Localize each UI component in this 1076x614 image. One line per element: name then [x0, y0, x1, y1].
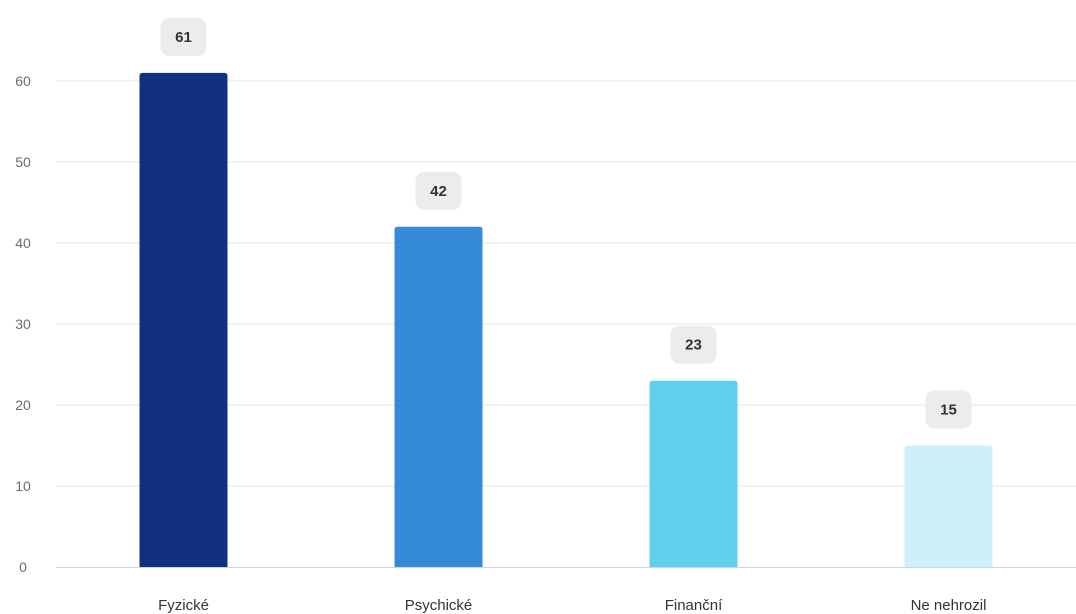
data-label: 61: [175, 29, 192, 46]
bar: [139, 72, 228, 568]
data-label: 42: [430, 183, 447, 200]
y-tick-label: 50: [15, 154, 31, 170]
bar: [394, 226, 483, 568]
data-label-box: [415, 171, 462, 210]
data-label-box: [160, 17, 207, 56]
bar: [904, 445, 993, 567]
data-label: 15: [940, 402, 957, 419]
y-axis-labels: 0 10 20 30 40 50 60: [15, 73, 31, 575]
bars: [139, 72, 993, 568]
y-tick-label: 10: [15, 478, 31, 494]
data-label: 23: [685, 337, 702, 354]
x-axis-labels: Fyzické Psychické Finanční Ne nehrozil: [158, 597, 986, 614]
x-tick-label: Ne nehrozil: [911, 597, 987, 614]
x-tick-label: Fyzické: [158, 597, 209, 614]
y-tick-label: 60: [15, 73, 31, 89]
x-tick-label: Finanční: [665, 597, 723, 614]
y-tick-label: 30: [15, 316, 31, 332]
data-labels: 61 42 23 15: [160, 17, 972, 429]
x-tick-label: Psychické: [405, 597, 473, 614]
bar: [649, 380, 738, 567]
y-tick-label: 40: [15, 235, 31, 251]
data-label-box: [925, 390, 972, 429]
data-label-box: [670, 325, 717, 364]
y-tick-label: 20: [15, 397, 31, 413]
y-tick-label: 0: [19, 559, 27, 575]
